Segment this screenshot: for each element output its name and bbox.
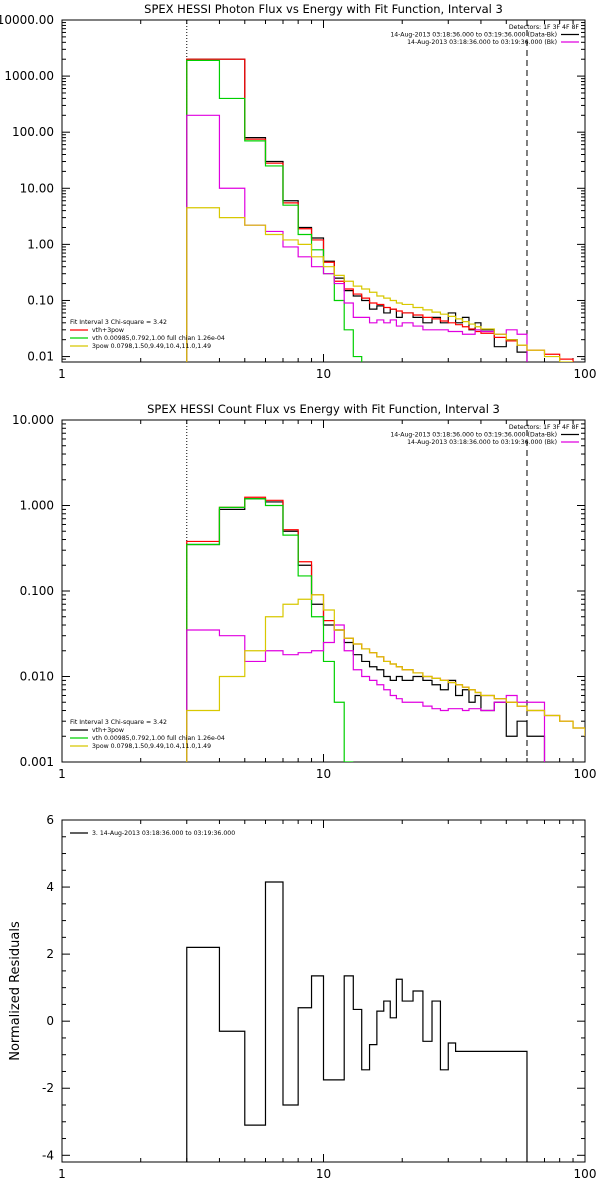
y-tick-label: 1.000: [20, 499, 54, 513]
chart-title: SPEX HESSI Photon Flux vs Energy with Fi…: [144, 2, 503, 16]
series-magenta-step: [186, 114, 528, 362]
legend-top-entry: Detectors: 1F 3F 4F 8F: [509, 24, 580, 31]
legend-fit-entry: 3pow 0.0798,1.50,9.49,10.4,11.0,1.49: [92, 343, 211, 350]
y-tick-label: -4: [42, 1148, 54, 1162]
series-green-step: [186, 59, 363, 362]
series-black-step: [186, 58, 528, 362]
plot-frame: [61, 19, 586, 363]
series-black-step: [186, 881, 528, 1162]
series-red-step: [186, 496, 585, 762]
x-tick-label: 10: [316, 1167, 331, 1181]
chart-panel-1: SPEX HESSI Photon Flux vs Energy with Fi…: [0, 2, 596, 381]
x-tick-label: 100: [574, 767, 597, 781]
y-tick-label: 0.100: [20, 584, 54, 598]
y-tick-label: 10.00: [20, 181, 54, 195]
y-tick-label: 0: [46, 1014, 54, 1028]
y-tick-label: 0.10: [27, 293, 54, 307]
legend-fit-entry: vth 0.00985,0.792,1.00 full chian 1.26e-…: [92, 735, 225, 742]
legend-fit-entry: vth+3pow: [92, 327, 124, 334]
y-tick-label: 0.010: [20, 670, 54, 684]
series-green-step: [186, 498, 354, 762]
chart-panel-2: SPEX HESSI Count Flux vs Energy with Fit…: [12, 402, 596, 781]
series-yellow-step: [186, 207, 574, 362]
y-tick-label: 10.000: [12, 413, 54, 427]
y-axis-label: Normalized Residuals: [8, 921, 23, 1061]
y-tick-label: 2: [46, 947, 54, 961]
x-tick-label: 100: [574, 367, 597, 381]
legend-top-entry: 14-Aug-2013 03:18:36.000 to 03:19:36.000…: [390, 432, 557, 439]
legend-fit-entry: 3pow 0.0798,1.50,9.49,10.4,11.0,1.49: [92, 743, 211, 750]
series-black-step: [186, 498, 546, 762]
x-tick-label: 100: [574, 1167, 597, 1181]
series-group: [186, 496, 585, 762]
series-magenta-step: [186, 624, 546, 762]
y-tick-label: 4: [46, 880, 54, 894]
y-tick-label: 1.00: [27, 237, 54, 251]
y-tick-label: 0.01: [27, 350, 54, 364]
y-tick-label: 6: [46, 813, 54, 827]
chart-title: SPEX HESSI Count Flux vs Energy with Fit…: [147, 402, 500, 416]
legend-resid-entry: 3. 14-Aug-2013 03:18:36.000 to 03:19:36.…: [92, 830, 235, 837]
x-tick-label: 1: [58, 1167, 66, 1181]
x-tick-label: 10: [316, 767, 331, 781]
x-tick-label: 1: [58, 767, 66, 781]
x-tick-label: 1: [58, 367, 66, 381]
legend-fit-title: Fit Interval 3 Chi-square = 3.42: [70, 319, 167, 326]
legend-top-entry: 14-Aug-2013 03:18:36.000 to 03:19:36.000…: [407, 39, 557, 46]
series-group: [186, 881, 528, 1162]
legend-fit-entry: vth+3pow: [92, 727, 124, 734]
legend-top-entry: 14-Aug-2013 03:18:36.000 to 03:19:36.000…: [390, 32, 557, 39]
y-tick-label: 100.00: [12, 125, 54, 139]
series-group: [186, 58, 574, 362]
legend-fit-entry: vth 0.00985,0.792,1.00 full chian 1.26e-…: [92, 335, 225, 342]
series-red-step: [186, 58, 574, 362]
legend-fit-title: Fit Interval 3 Chi-square = 3.42: [70, 719, 167, 726]
chart-panel-3: 1 10 100 -4 -2 0 2 4 6 Normalized Residuals 3. 14-…: [8, 813, 596, 1181]
legend-top-entry: Detectors: 1F 3F 4F 8F: [509, 424, 580, 431]
legend-top-entry: 14-Aug-2013 03:18:36.000 to 03:19:36.000…: [407, 439, 557, 446]
series-yellow-step: [186, 594, 585, 762]
y-tick-label: -2: [42, 1081, 54, 1095]
y-tick-label: 1000.00: [4, 69, 54, 83]
x-tick-label: 10: [316, 367, 331, 381]
y-tick-label: 10000.00: [0, 13, 54, 27]
y-tick-label: 0.001: [20, 755, 54, 769]
